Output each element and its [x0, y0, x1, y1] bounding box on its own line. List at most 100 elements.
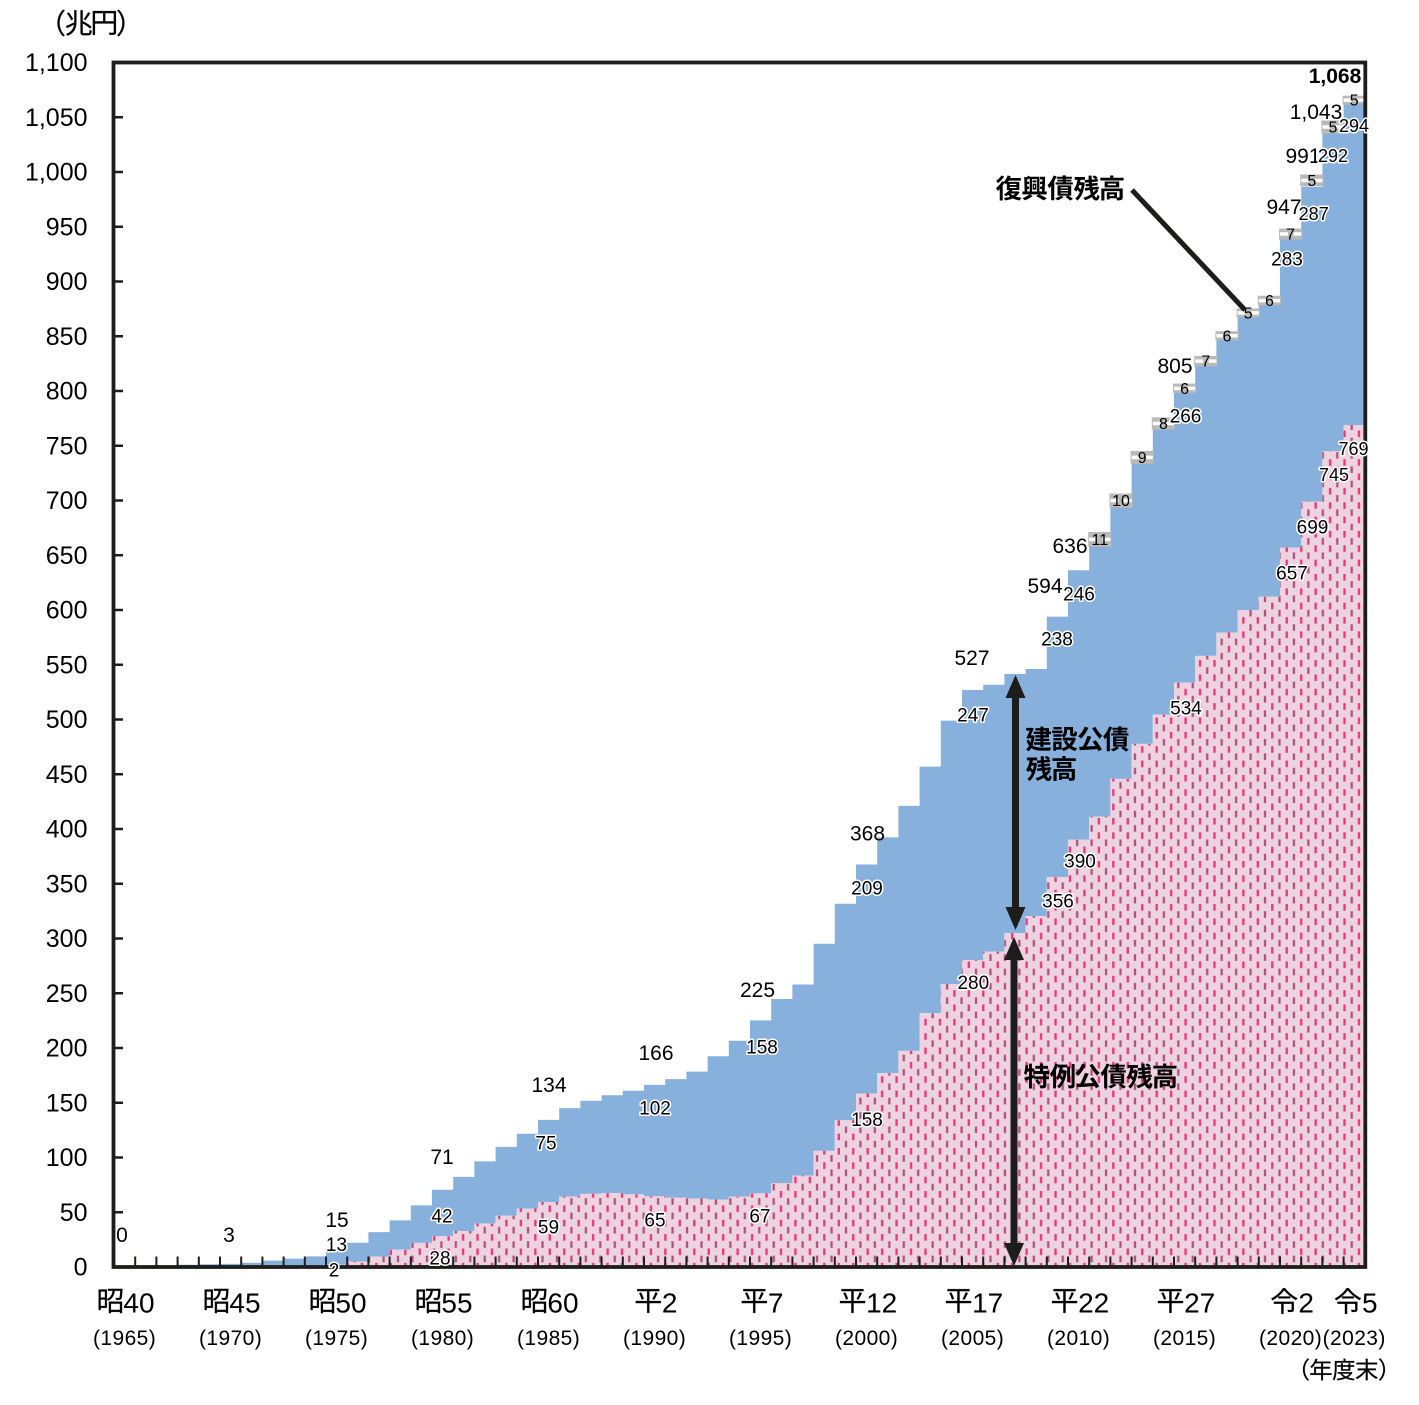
svg-text:900: 900 [46, 268, 88, 296]
svg-text:400: 400 [46, 816, 88, 844]
svg-text:7: 7 [1286, 227, 1295, 244]
svg-text:280: 280 [957, 973, 989, 994]
svg-text:5: 5 [1329, 120, 1338, 137]
svg-text:950: 950 [46, 213, 88, 241]
svg-text:40: 40 [123, 1287, 154, 1318]
svg-text:247: 247 [957, 706, 989, 727]
svg-text:6: 6 [1180, 381, 1189, 398]
svg-text:769: 769 [1338, 439, 1368, 459]
svg-text:158: 158 [851, 1110, 883, 1131]
svg-text:(2010): (2010) [1047, 1327, 1110, 1350]
svg-text:283: 283 [1271, 250, 1303, 271]
svg-text:(1990): (1990) [623, 1327, 686, 1350]
svg-text:356: 356 [1042, 892, 1074, 913]
svg-text:450: 450 [46, 761, 88, 789]
svg-text:55: 55 [441, 1287, 472, 1318]
svg-text:158: 158 [746, 1038, 778, 1059]
svg-text:150: 150 [46, 1089, 88, 1117]
svg-text:10: 10 [1112, 493, 1130, 510]
svg-text:11: 11 [1091, 532, 1108, 549]
svg-text:(2020): (2020) [1259, 1327, 1322, 1350]
svg-text:534: 534 [1170, 699, 1202, 720]
svg-text:6: 6 [1223, 328, 1232, 345]
svg-text:2: 2 [329, 1261, 340, 1282]
svg-text:500: 500 [46, 706, 88, 734]
svg-text:225: 225 [740, 979, 775, 1002]
svg-text:166: 166 [638, 1042, 673, 1065]
svg-text:287: 287 [1299, 204, 1329, 224]
svg-text:238: 238 [1041, 630, 1073, 651]
svg-text:(2005): (2005) [941, 1327, 1004, 1350]
svg-text:60: 60 [547, 1287, 578, 1318]
svg-text:0: 0 [116, 1224, 128, 1247]
svg-text:300: 300 [46, 925, 88, 953]
svg-text:550: 550 [46, 651, 88, 679]
svg-text:350: 350 [46, 870, 88, 898]
svg-text:1,043: 1,043 [1290, 101, 1343, 124]
svg-text:67: 67 [749, 1207, 770, 1228]
svg-text:(1980): (1980) [411, 1327, 474, 1350]
svg-text:5: 5 [1307, 173, 1316, 190]
svg-text:750: 750 [46, 432, 88, 460]
svg-text:50: 50 [60, 1199, 88, 1227]
svg-text:294: 294 [1339, 116, 1369, 136]
svg-text:991: 991 [1285, 145, 1320, 168]
svg-text:368: 368 [850, 823, 885, 846]
svg-text:657: 657 [1276, 564, 1308, 585]
svg-text:5: 5 [1350, 93, 1359, 110]
svg-text:1,000: 1,000 [25, 159, 88, 187]
svg-text:12: 12 [866, 1287, 897, 1318]
svg-text:700: 700 [46, 487, 88, 515]
svg-text:(2000): (2000) [835, 1327, 898, 1350]
svg-text:17: 17 [972, 1287, 1003, 1318]
svg-text:266: 266 [1170, 407, 1202, 428]
svg-text:0: 0 [74, 1254, 88, 1282]
svg-text:7: 7 [1201, 354, 1210, 371]
svg-text:5: 5 [1244, 305, 1253, 322]
svg-text:209: 209 [851, 879, 883, 900]
svg-text:7: 7 [768, 1287, 784, 1318]
svg-text:13: 13 [326, 1235, 347, 1256]
svg-text:(1985): (1985) [517, 1327, 580, 1350]
svg-text:8: 8 [1159, 416, 1168, 433]
svg-text:250: 250 [46, 980, 88, 1008]
svg-text:134: 134 [531, 1074, 566, 1097]
svg-text:(1970): (1970) [199, 1327, 262, 1350]
svg-text:947: 947 [1266, 196, 1301, 219]
svg-text:71: 71 [430, 1146, 453, 1169]
svg-text:(1975): (1975) [305, 1327, 368, 1350]
svg-text:699: 699 [1297, 518, 1329, 539]
svg-text:600: 600 [46, 597, 88, 625]
svg-text:200: 200 [46, 1035, 88, 1063]
svg-text:1,050: 1,050 [25, 104, 88, 132]
svg-text:246: 246 [1063, 585, 1095, 606]
svg-text:594: 594 [1027, 575, 1062, 598]
svg-text:2: 2 [1298, 1287, 1314, 1318]
svg-text:850: 850 [46, 323, 88, 351]
svg-text:(1965): (1965) [93, 1327, 156, 1350]
svg-text:100: 100 [46, 1144, 88, 1172]
svg-text:28: 28 [429, 1249, 450, 1270]
svg-text:6: 6 [1265, 293, 1274, 310]
svg-text:(1995): (1995) [729, 1327, 792, 1350]
svg-text:(2023): (2023) [1323, 1327, 1386, 1350]
svg-text:3: 3 [223, 1224, 235, 1247]
svg-text:390: 390 [1064, 852, 1096, 873]
svg-text:745: 745 [1319, 465, 1349, 485]
svg-text:102: 102 [639, 1099, 671, 1120]
svg-text:650: 650 [46, 542, 88, 570]
svg-text:65: 65 [644, 1211, 665, 1232]
svg-text:527: 527 [954, 647, 989, 670]
svg-text:9: 9 [1138, 450, 1147, 467]
svg-text:5: 5 [1362, 1287, 1378, 1318]
svg-text:1,068: 1,068 [1309, 65, 1362, 88]
svg-text:59: 59 [538, 1218, 559, 1239]
svg-text:800: 800 [46, 378, 88, 406]
svg-text:(2015): (2015) [1153, 1327, 1216, 1350]
svg-text:292: 292 [1318, 146, 1348, 166]
svg-text:805: 805 [1157, 355, 1192, 378]
svg-text:2: 2 [662, 1287, 678, 1318]
svg-text:45: 45 [229, 1287, 260, 1318]
svg-text:42: 42 [431, 1207, 452, 1228]
svg-text:75: 75 [535, 1134, 556, 1155]
